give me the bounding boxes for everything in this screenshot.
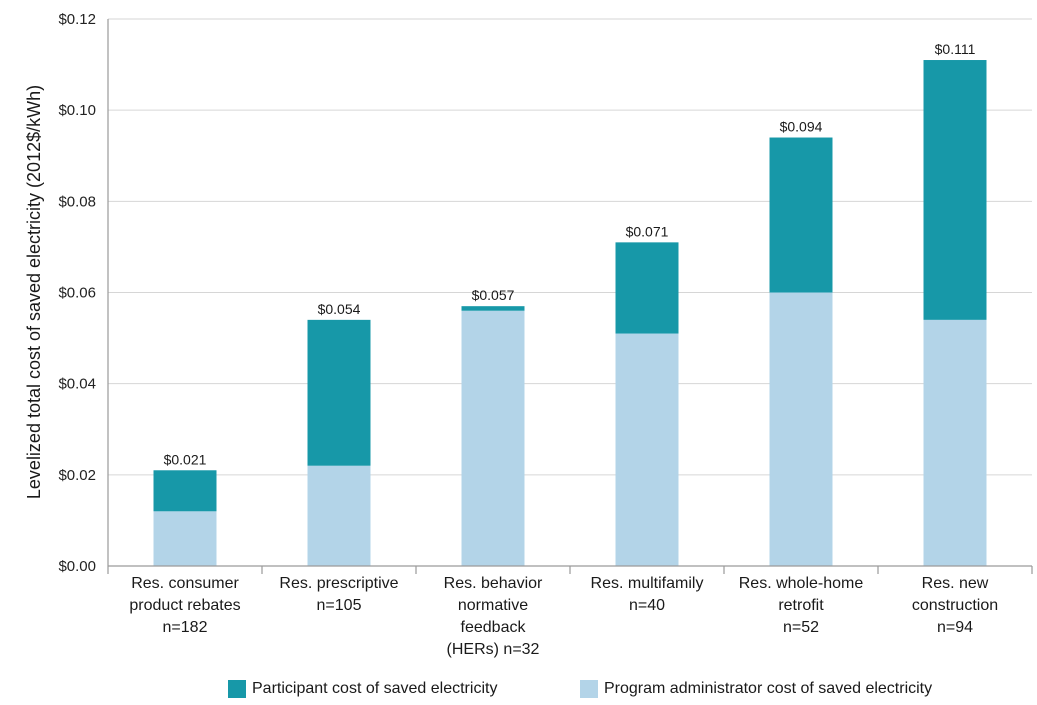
- legend-label-admin: Program administrator cost of saved elec…: [604, 680, 933, 697]
- category-label: Res. new construction n=94: [912, 575, 998, 636]
- category-label: Res. multifamily n=40: [591, 575, 704, 614]
- bar-segment-participant: [153, 470, 217, 512]
- legend-item-participant: Participant cost of saved electricity: [228, 680, 497, 698]
- bars: [153, 60, 987, 566]
- stacked-bar-chart: $0.00 $0.02 $0.04 $0.06 $0.08 $0.10 $0.12 Res.…: [24, 11, 1033, 658]
- y-tick-label: $0.04: [58, 376, 96, 393]
- bar-segment-admin: [461, 310, 525, 566]
- bar-segment-admin: [153, 511, 217, 566]
- total-label: $0.071: [626, 223, 669, 239]
- total-data-labels: $0.021 $0.054 $0.057 $0.071 $0.094 $0.111: [164, 41, 976, 467]
- y-tick-label: $0.08: [58, 193, 96, 210]
- legend-item-admin: Program administrator cost of saved elec…: [580, 680, 932, 698]
- bar-segment-participant: [923, 60, 987, 320]
- category-label: Res. consumer product rebates n=182: [129, 575, 240, 636]
- legend-swatch-admin: [580, 680, 598, 698]
- total-label: $0.054: [318, 301, 361, 317]
- category-label: Res. whole-home retrofit n=52: [739, 575, 864, 636]
- axes: [107, 19, 1033, 574]
- gridlines: [108, 18, 1032, 476]
- total-label: $0.057: [472, 287, 515, 303]
- bar-segment-participant: [615, 242, 679, 334]
- bar-segment-admin: [769, 292, 833, 566]
- category-labels: Res. consumer product rebates n=182 Res. pr…: [129, 575, 998, 658]
- category-label: Res. prescriptive n=105: [279, 575, 398, 614]
- y-axis-label: Levelized total cost of saved electricit…: [24, 85, 44, 499]
- total-label: $0.021: [164, 451, 207, 467]
- legend-swatch-participant: [228, 680, 246, 698]
- y-tick-labels: $0.00 $0.02 $0.04 $0.06 $0.08 $0.10 $0.12: [58, 11, 96, 575]
- total-label: $0.111: [935, 41, 976, 57]
- y-tick-label: $0.02: [58, 467, 96, 484]
- legend-label-participant: Participant cost of saved electricity: [252, 680, 498, 697]
- y-tick-label: $0.10: [58, 102, 96, 119]
- legend: Participant cost of saved electricity Pr…: [0, 678, 1037, 704]
- bar-segment-participant: [769, 137, 833, 293]
- y-tick-label: $0.12: [58, 11, 96, 28]
- bar-segment-admin: [615, 333, 679, 566]
- bar-segment-admin: [923, 319, 987, 566]
- total-label: $0.094: [780, 119, 823, 135]
- bar-segment-participant: [461, 306, 525, 311]
- bar-segment-admin: [307, 465, 371, 566]
- y-tick-label: $0.06: [58, 285, 96, 302]
- y-tick-label: $0.00: [58, 558, 96, 575]
- category-label: Res. behavior normative feedback (HERs) n=3…: [444, 575, 543, 658]
- bar-segment-participant: [307, 319, 371, 466]
